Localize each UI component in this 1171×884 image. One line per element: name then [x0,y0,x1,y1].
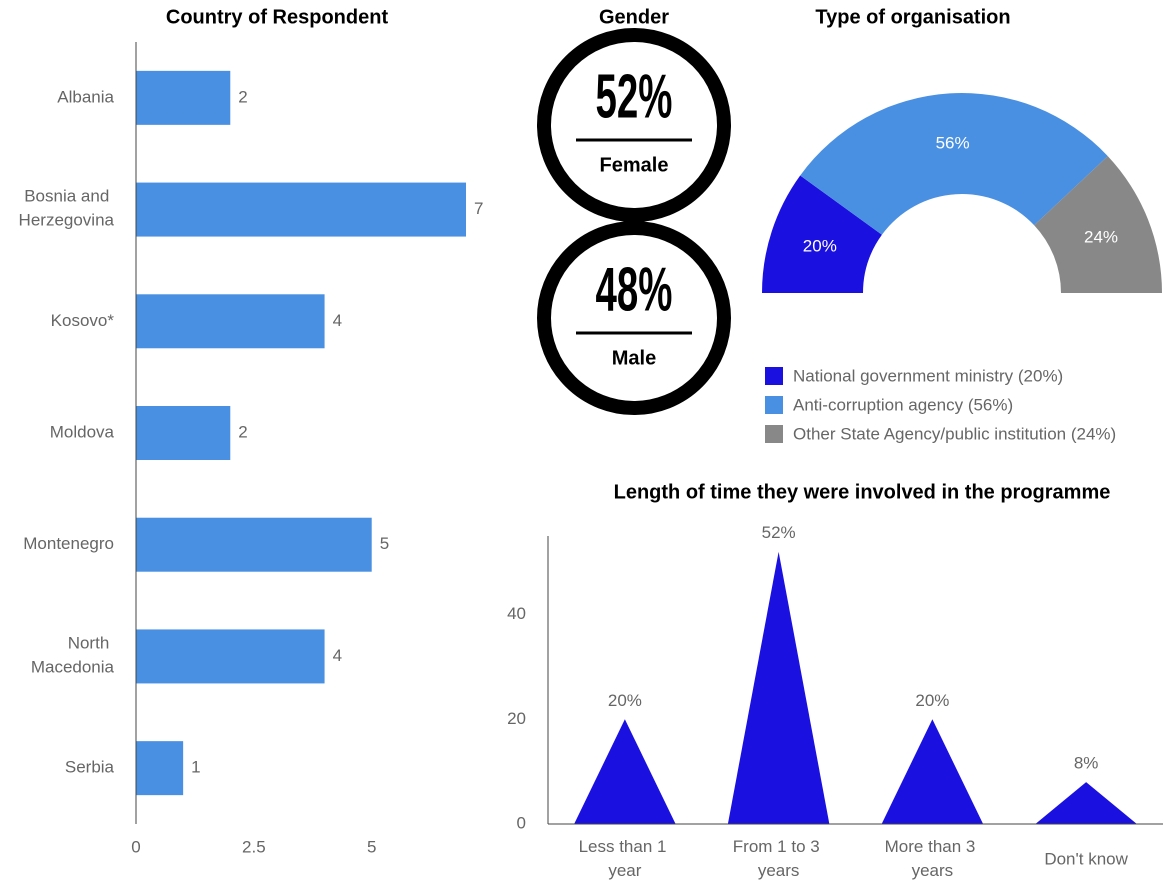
category-label: North Macedonia [31,634,115,677]
slice-label: 56% [936,133,970,152]
y-tick-label: 40 [507,604,526,623]
category-label: Montenegro [23,534,114,553]
y-tick-label: 20 [507,709,526,728]
slice-label: 20% [803,236,837,255]
stat-ring [537,221,731,415]
value-label: 4 [333,646,342,665]
stat-label: Female [600,154,669,176]
category-label: Moldova [50,422,115,441]
value-label: 5 [380,534,389,553]
value-label: 2 [238,87,247,106]
x-tick-label: From 1 to 3 years [733,837,825,880]
x-tick-label: 0 [131,837,140,856]
pie-slice [1034,156,1162,293]
triangle-bar [727,551,830,824]
pie-slice [800,92,1108,235]
value-label: 7 [474,199,483,218]
slice-label: 24% [1084,227,1118,246]
category-label: Bosnia and Herzegovina [19,187,115,230]
bar [136,406,231,460]
bar [136,70,231,125]
bar [136,294,325,349]
y-tick-label: 0 [517,813,526,832]
legend-swatch [765,367,783,385]
category-label: Serbia [65,758,115,777]
pie-slice [762,175,882,293]
bar [136,182,466,237]
chart-title: Gender [599,6,669,28]
value-label: 1 [191,758,200,777]
x-tick-label: 5 [367,837,376,856]
category-label: Albania [57,87,114,106]
value-label: 20% [915,691,949,710]
value-label: 20% [608,691,642,710]
stat-value: 52% [596,61,673,131]
chart-title: Length of time they were involved in the… [614,481,1111,503]
triangle-bar [1035,782,1137,824]
value-label: 4 [333,311,342,330]
x-tick-label: 2.5 [242,837,266,856]
stat-ring [537,28,731,222]
legend-label: Other State Agency/public institution (2… [793,424,1116,443]
legend-label: National government ministry (20%) [793,366,1063,385]
triangle-bar [574,719,676,824]
x-tick-label: Less than 1 year [579,837,672,880]
legend-swatch [765,396,783,414]
stat-label: Male [612,347,656,369]
value-label: 52% [762,523,796,542]
chart-title: Country of Respondent [166,6,389,28]
bar [136,741,184,796]
triangle-bar [881,719,984,824]
legend-swatch [765,425,783,443]
value-label: 8% [1074,754,1099,773]
chart-title: Type of organisation [815,6,1010,28]
value-label: 2 [238,422,247,441]
category-label: Kosovo* [51,311,115,330]
stat-value: 48% [596,254,673,324]
bar [136,629,325,684]
x-tick-label: Don't know [1044,849,1128,868]
x-tick-label: More than 3 years [885,837,980,880]
legend-label: Anti-corruption agency (56%) [793,395,1013,414]
bar [136,517,372,572]
